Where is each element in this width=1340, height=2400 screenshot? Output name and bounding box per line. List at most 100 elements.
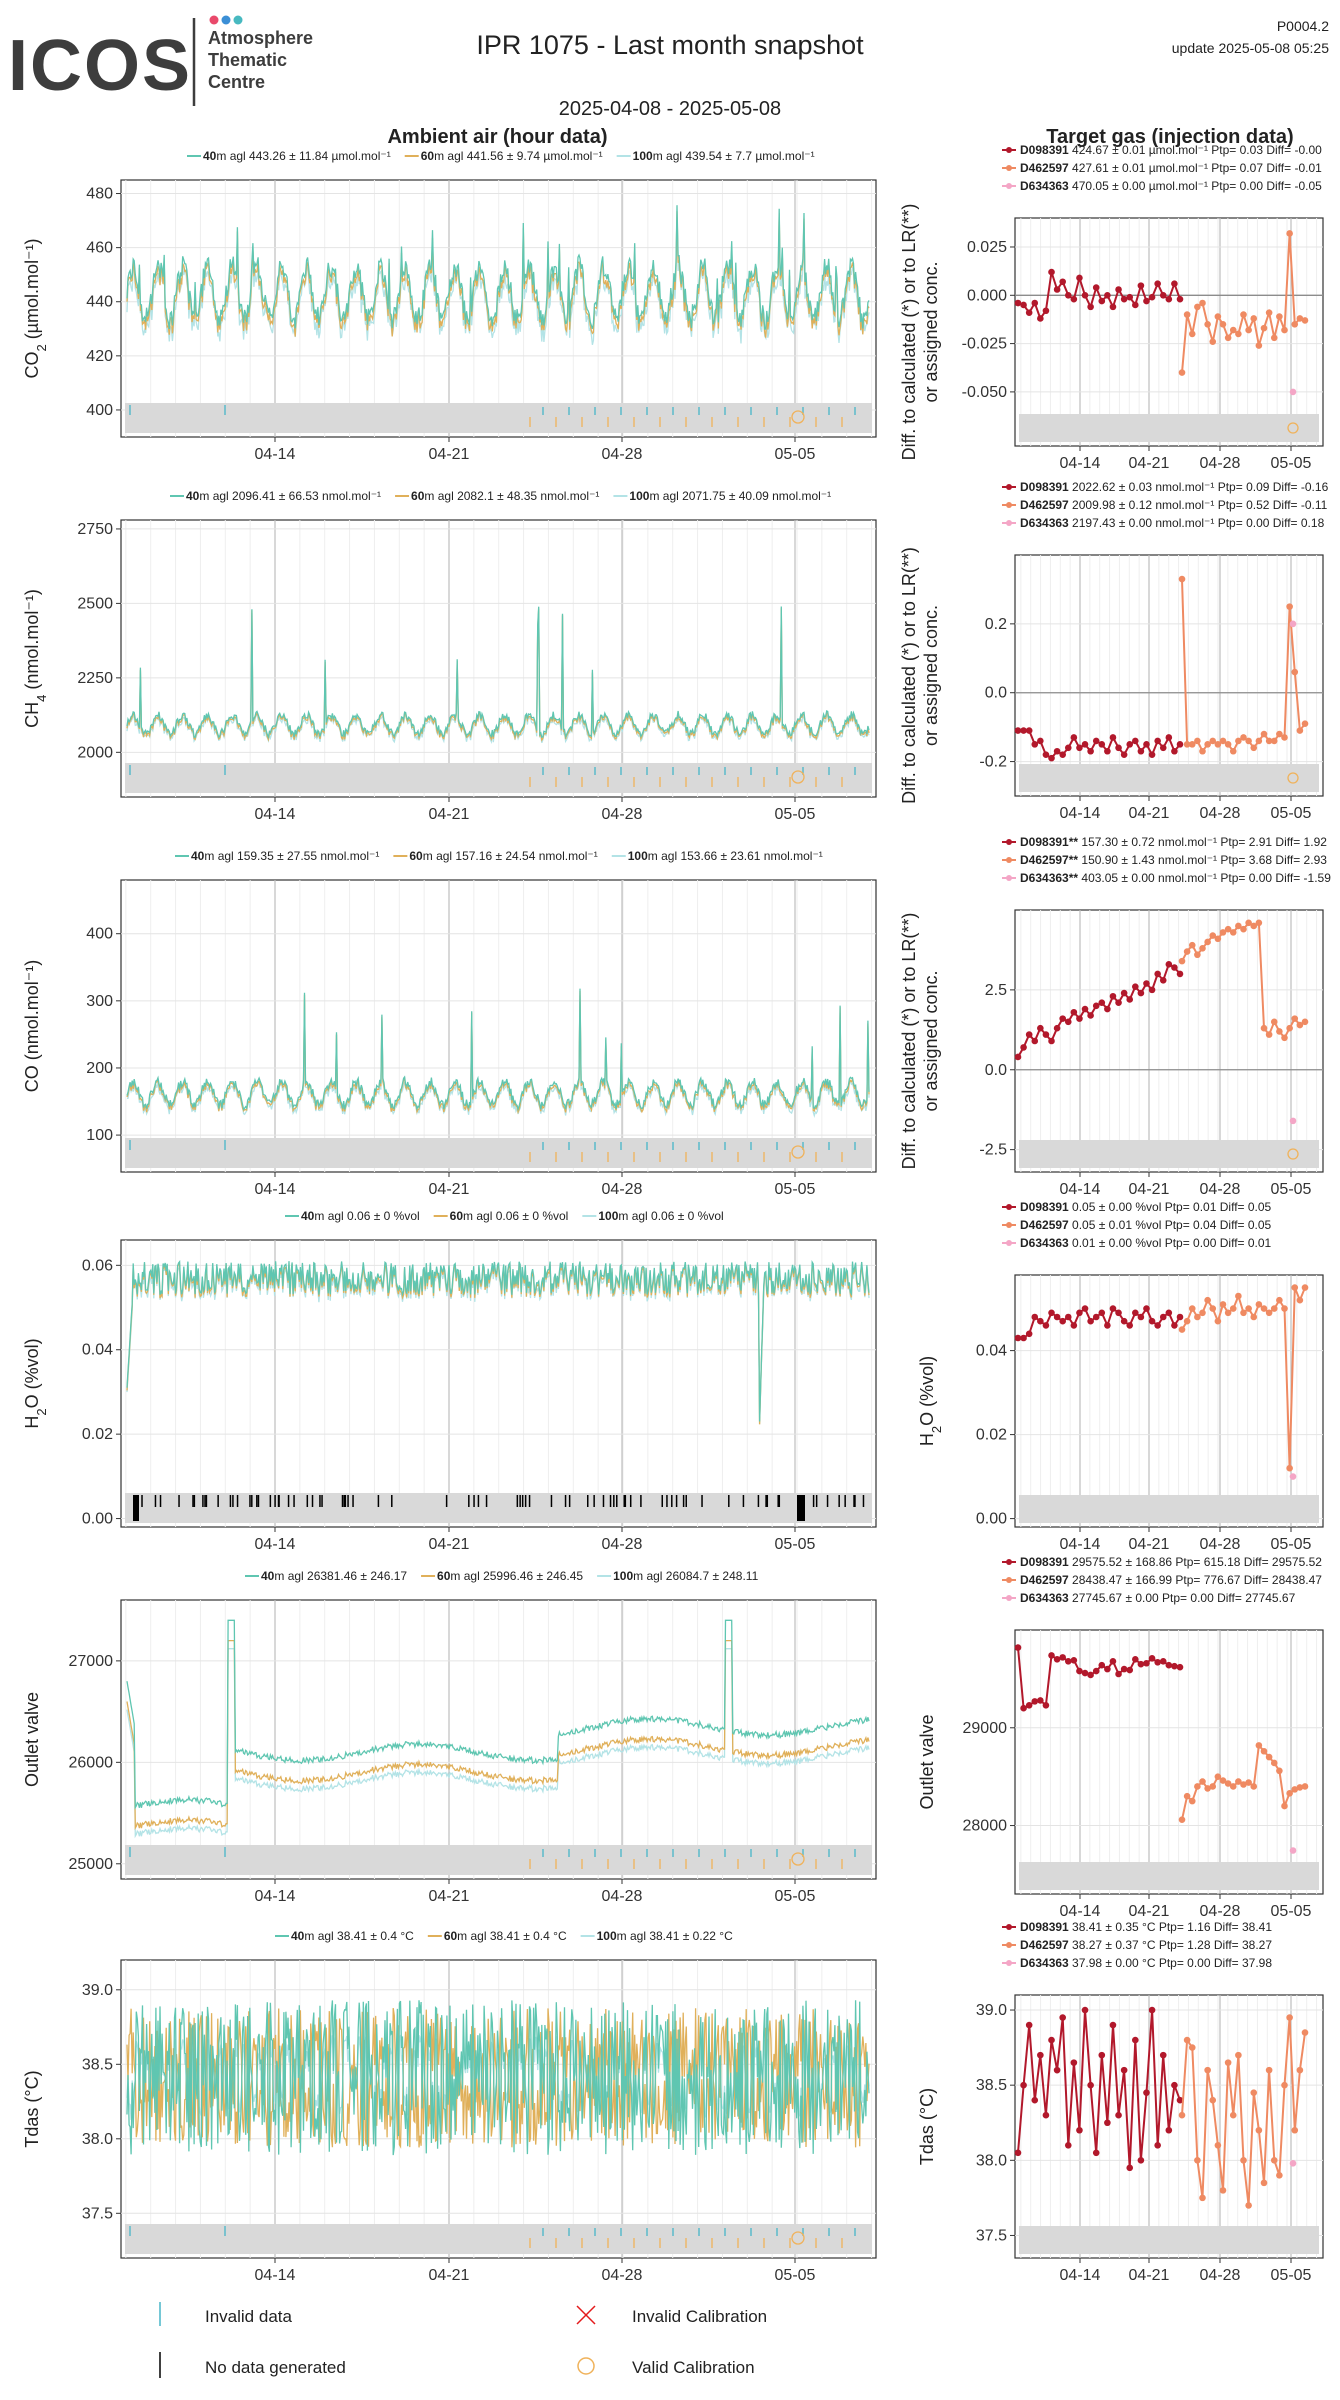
- data-point-D098391: [1037, 737, 1044, 745]
- data-point-D462597: [1245, 2202, 1252, 2209]
- x-tick-label: 04-14: [1060, 455, 1101, 472]
- data-point-D634363: [1289, 620, 1297, 628]
- data-point-D462597: [1240, 2157, 1247, 2164]
- legend-swatch: [1006, 1942, 1012, 1948]
- y-tick-label: 2500: [77, 595, 113, 612]
- data-point-D098391: [1176, 2096, 1184, 2104]
- x-tick-label: 05-05: [1271, 805, 1312, 822]
- valid-calibration-marker: [791, 410, 805, 424]
- y-axis-label: Diff. to calculated (*) or to LR(**) or a…: [899, 547, 941, 804]
- status-band: [1019, 1862, 1319, 1890]
- data-point-D098391: [1076, 2126, 1083, 2134]
- data-point-D462597: [1214, 2141, 1222, 2149]
- data-point-D098391: [1042, 1031, 1050, 1038]
- legend-entry: D098391 2022.62 ± 0.03 nmol.mol⁻¹ Ptp= 0…: [1020, 480, 1329, 494]
- legend-entry: D462597 2009.98 ± 0.12 nmol.mol⁻¹ Ptp= 0…: [1020, 498, 1328, 512]
- data-point-D462597: [1260, 1747, 1268, 1755]
- y-tick-label: 0.00: [82, 1511, 113, 1528]
- data-point-D098391: [1059, 751, 1066, 758]
- data-point-D098391: [1120, 751, 1128, 758]
- data-point-D462597: [1194, 303, 1201, 311]
- ambient-panel-4: 04-14 04-21 04-28 05-05 25000 26000 27000 Outle…: [22, 1569, 877, 1905]
- data-point-D098391: [1048, 1037, 1055, 1045]
- data-point-D098391: [1025, 1701, 1033, 1709]
- y-tick-label: 38.5: [82, 2056, 113, 2073]
- legend-swatch: [1006, 875, 1012, 881]
- legend-entry: D634363** 403.05 ± 0.00 nmol.mol⁻¹ Ptp= …: [1020, 871, 1331, 885]
- data-point-D098391: [1171, 1662, 1178, 1670]
- data-point-D098391: [1115, 286, 1122, 293]
- legend-entry: D098391 38.41 ± 0.35 °C Ptp= 1.16 Diff= …: [1020, 1920, 1272, 1934]
- x-tick-label: 04-21: [1129, 1903, 1170, 1920]
- x-tick-label: 04-14: [255, 1181, 296, 1198]
- data-point-D098391: [1053, 1313, 1061, 1321]
- y-tick-label: 0.0: [985, 685, 1007, 702]
- legend-entry: 100m agl 26084.7 ± 248.11: [613, 1569, 758, 1583]
- legend-entry: 100m agl 153.66 ± 23.61 nmol.mol⁻¹: [628, 849, 823, 863]
- data-point-D462597: [1235, 2051, 1242, 2059]
- y-tick-label: 0.000: [967, 287, 1007, 304]
- data-point-D098391: [1031, 299, 1039, 307]
- legend-entry: D462597 427.61 ± 0.01 µmol.mol⁻¹ Ptp= 0.…: [1020, 161, 1322, 175]
- data-point-D462597: [1219, 320, 1227, 328]
- y-axis-label: Outlet valve: [917, 1714, 937, 1809]
- x-tick-label: 05-05: [775, 1536, 816, 1553]
- data-point-D462597: [1240, 1781, 1247, 1788]
- data-point-D462597: [1291, 320, 1299, 328]
- data-point-D098391: [1042, 1322, 1050, 1329]
- valid-calibration-marker: [1287, 772, 1299, 784]
- data-point-D098391: [1025, 1031, 1033, 1038]
- data-point-D462597: [1286, 230, 1293, 237]
- legend-swatch: [1006, 183, 1012, 189]
- status-band: [1019, 414, 1319, 442]
- data-point-D462597: [1245, 326, 1252, 334]
- data-point-D098391: [1087, 303, 1094, 311]
- status-band: [1019, 764, 1319, 792]
- legend-swatch: [1006, 839, 1012, 845]
- valid-calibration-marker: [791, 770, 805, 784]
- data-point-D098391: [1148, 986, 1156, 994]
- data-point-D098391: [1143, 1659, 1150, 1667]
- data-point-D462597: [1188, 1305, 1196, 1312]
- target-panel-5: 04-14 04-21 04-28 05-05 37.5 38.0 38.5 39.0 Tdas…: [917, 1920, 1324, 2284]
- data-point-D098391: [1115, 744, 1122, 752]
- y-tick-label: 39.0: [82, 1982, 113, 1999]
- data-point-D098391: [1137, 1313, 1145, 1321]
- x-tick-label: 05-05: [775, 446, 816, 463]
- data-point-D098391: [1048, 2036, 1055, 2044]
- data-point-D462597: [1265, 2066, 1273, 2074]
- data-point-D462597: [1255, 1301, 1263, 1308]
- data-point-D462597: [1204, 741, 1211, 748]
- x-tick-label: 04-28: [602, 1536, 643, 1553]
- x-tick-label: 04-14: [255, 446, 296, 463]
- series-line-100m-agl: [126, 1648, 870, 1839]
- data-point-D098391: [1087, 2081, 1094, 2089]
- data-point-D098391: [1165, 1309, 1173, 1317]
- data-point-D098391: [1059, 278, 1066, 286]
- data-point-D462597: [1291, 1015, 1299, 1022]
- data-point-D098391: [1126, 1666, 1134, 1674]
- data-point-D098391: [1076, 1309, 1083, 1317]
- y-axis-label: Diff. to calculated (*) or to LR(**) or a…: [899, 204, 941, 461]
- data-point-D462597: [1281, 734, 1288, 741]
- data-point-D098391: [1064, 1018, 1072, 1026]
- x-tick-label: 04-14: [255, 1536, 296, 1553]
- no-data-block: [133, 1495, 139, 1521]
- data-point-D098391: [1020, 727, 1027, 734]
- data-point-D462597: [1301, 317, 1309, 324]
- data-point-D462597: [1194, 737, 1201, 745]
- data-point-D098391: [1025, 2021, 1033, 2029]
- data-point-D462597: [1291, 2126, 1299, 2134]
- data-point-D098391: [1092, 1313, 1100, 1321]
- x-tick-label: 05-05: [1271, 1903, 1312, 1920]
- data-point-D462597: [1229, 747, 1237, 755]
- data-point-D098391: [1020, 1044, 1027, 1051]
- data-point-D098391: [1176, 741, 1184, 748]
- data-point-D462597: [1199, 747, 1206, 755]
- data-point-D462597: [1276, 2172, 1283, 2179]
- data-point-D462597: [1194, 1783, 1201, 1790]
- legend-swatch: [1006, 147, 1012, 153]
- data-point-D098391: [1165, 961, 1173, 968]
- y-axis-label: Outlet valve: [22, 1692, 42, 1787]
- series-line-60m-agl: [126, 1639, 870, 1831]
